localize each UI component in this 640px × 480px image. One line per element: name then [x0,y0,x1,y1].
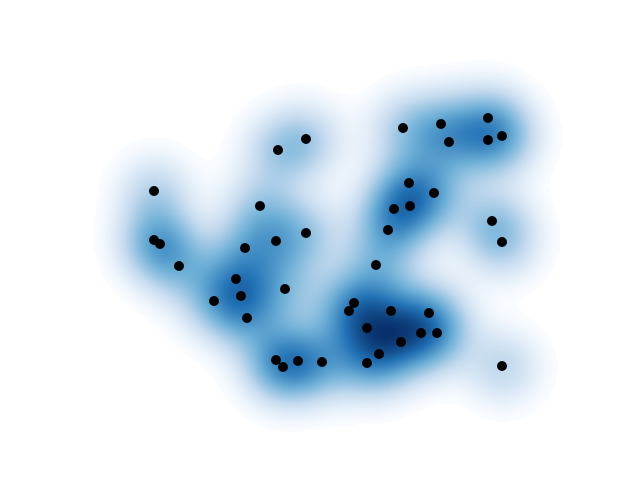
scatter-point-22 [362,358,372,368]
scatter-point-41 [487,216,497,226]
scatter-point-18 [317,357,327,367]
scatter-point-42 [497,237,507,247]
scatter-point-16 [278,362,288,372]
scatter-point-37 [444,137,454,147]
scatter-point-15 [271,355,281,365]
scatter-point-43 [497,361,507,371]
scatter-point-24 [374,349,384,359]
scatter-point-20 [349,298,359,308]
scatter-point-2 [155,239,165,249]
scatter-point-6 [236,291,246,301]
scatter-point-17 [293,356,303,366]
scatter-point-27 [396,337,406,347]
scatter-point-33 [424,308,434,318]
scatter-point-21 [362,323,372,333]
scatter-point-10 [271,236,281,246]
scatter-point-40 [497,131,507,141]
scatter-point-28 [389,204,399,214]
scatter-point-39 [483,135,493,145]
scatter-point-19 [344,306,354,316]
scatter-point-30 [404,178,414,188]
scatter-point-9 [255,201,265,211]
scatter-point-14 [301,134,311,144]
scatter-point-5 [231,274,241,284]
scatter-point-29 [405,201,415,211]
scatter-point-7 [242,313,252,323]
scatter-point-25 [383,225,393,235]
scatter-point-0 [149,186,159,196]
scatter-point-3 [174,261,184,271]
scatter-point-11 [280,284,290,294]
scatter-point-12 [301,228,311,238]
scatter-point-36 [436,119,446,129]
scatter-point-26 [386,306,396,316]
scatter-point-32 [416,328,426,338]
scatter-point-8 [240,243,250,253]
scatter-point-38 [483,113,493,123]
scatter-point-34 [432,328,442,338]
scatter-point-23 [371,260,381,270]
scatter-point-35 [429,188,439,198]
scatter-point-4 [209,296,219,306]
scatter-point-13 [273,145,283,155]
scatter-point-31 [398,123,408,133]
